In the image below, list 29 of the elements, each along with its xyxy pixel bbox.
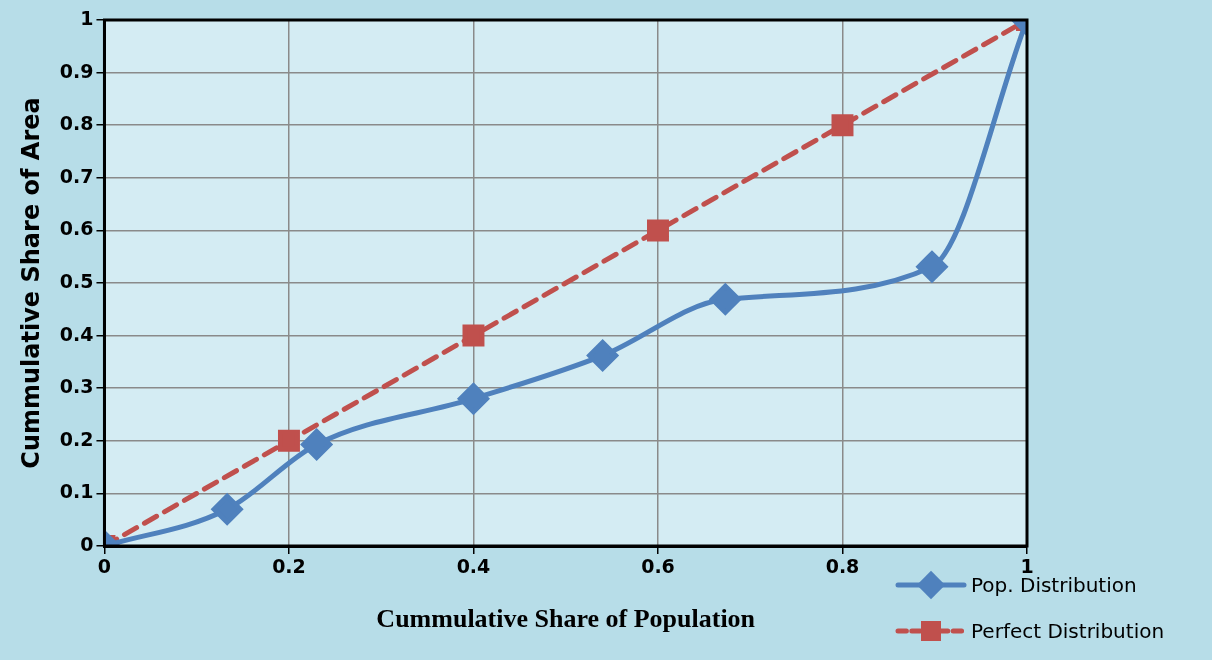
y-tick-label: 0.8 <box>59 112 94 135</box>
y-axis-title: Cummulative Share of Area <box>16 97 45 469</box>
y-tick-label: 0 <box>80 532 94 555</box>
point <box>647 219 669 242</box>
x-tick-label: 0.6 <box>641 555 675 578</box>
x-tick-label: 0.8 <box>825 555 860 578</box>
y-tick-label: 0.4 <box>59 322 94 345</box>
x-axis-title: Cummulative Share of Population <box>376 604 756 634</box>
point <box>831 114 854 137</box>
point <box>916 251 948 283</box>
point <box>277 429 300 452</box>
point <box>462 324 485 347</box>
point <box>211 493 243 525</box>
y-tick-label: 0.7 <box>59 164 94 187</box>
legend-label: Perfect Distribution <box>971 619 1165 643</box>
point <box>709 283 741 315</box>
y-tick-label: 0.6 <box>59 217 94 240</box>
y-tick-label: 0.9 <box>59 59 94 82</box>
point <box>457 383 489 415</box>
point <box>301 428 333 460</box>
x-tick-label: 0.4 <box>456 555 491 578</box>
y-tick-label: 1 <box>80 6 94 29</box>
y-tick-label: 0.3 <box>59 375 94 398</box>
y-tick-label: 0.2 <box>59 427 94 450</box>
point <box>587 340 619 372</box>
y-tick-label: 0.1 <box>59 480 94 503</box>
x-tick-label: 0 <box>97 555 112 578</box>
x-tick-label: 0.2 <box>272 555 306 578</box>
y-tick-label: 0.5 <box>59 269 94 292</box>
